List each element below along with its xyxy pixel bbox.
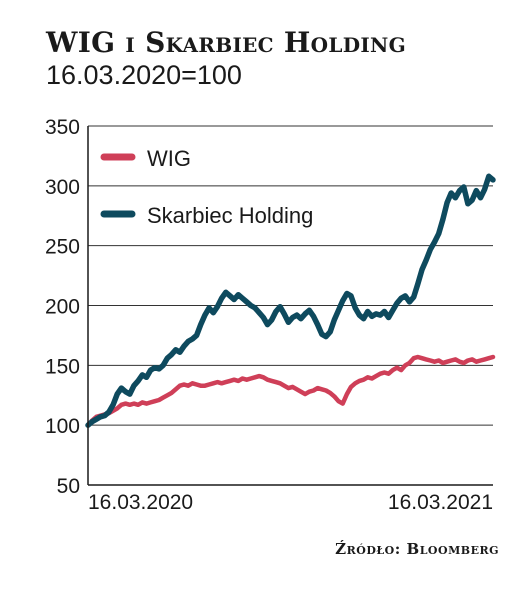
y-axis-ticks: 50 100 150 200 250 300 350 (45, 116, 80, 498)
legend-label-wig: WIG (147, 146, 191, 171)
legend: WIG Skarbiec Holding (100, 146, 313, 228)
x-tick-label-start: 16.03.2020 (88, 491, 193, 514)
chart-title: WIG i Skarbiec Holding (46, 26, 407, 59)
series-lines (85, 173, 496, 428)
series-line-wig (85, 354, 496, 428)
chart-subtitle: 16.03.2020=100 (46, 60, 242, 90)
y-tick-label: 300 (45, 176, 80, 199)
y-tick-label: 150 (45, 355, 80, 378)
y-tick-label: 50 (57, 475, 80, 498)
series-line-skarbiec (85, 173, 496, 428)
grid-lines (88, 125, 493, 426)
x-tick-label-end: 16.03.2021 (388, 491, 493, 514)
y-tick-label: 200 (45, 296, 80, 319)
y-tick-label: 100 (45, 415, 80, 438)
y-tick-label: 350 (45, 116, 80, 139)
legend-label-skarbiec: Skarbiec Holding (147, 203, 313, 228)
source-note: Źródło: Bloomberg (335, 540, 499, 558)
y-tick-label: 250 (45, 236, 80, 259)
